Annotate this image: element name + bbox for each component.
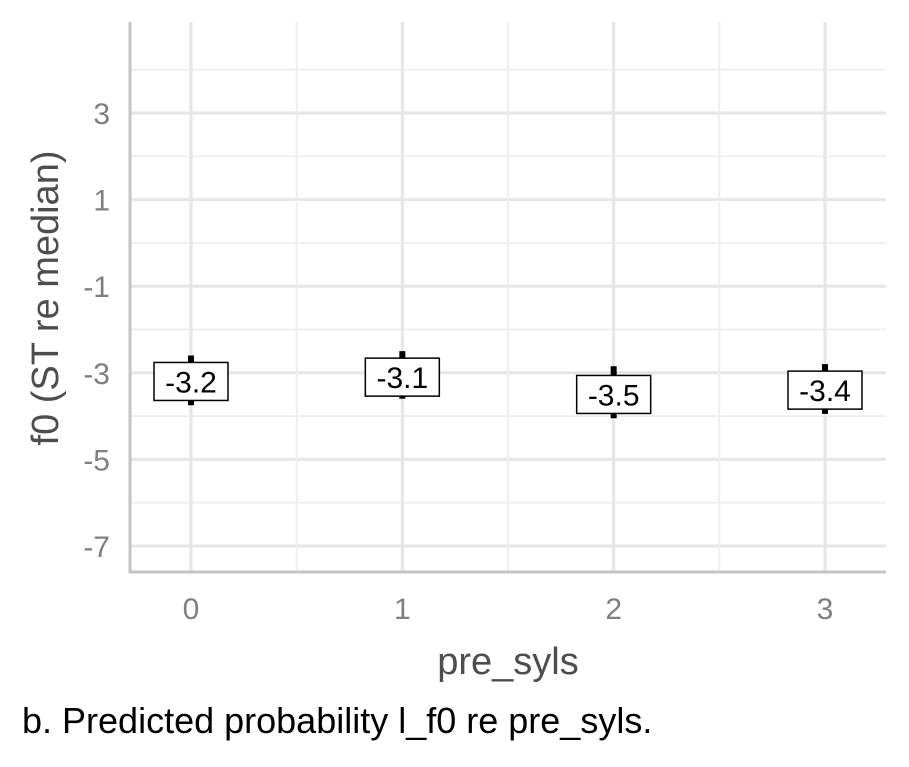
- grid-lines: [130, 22, 886, 572]
- data-label-box: [575, 374, 652, 415]
- data-label-box: [787, 370, 863, 410]
- data-marks: -3.2 -3.1 -3.5 -3.4: [153, 351, 863, 419]
- y-tick-label: 3: [93, 98, 110, 131]
- x-tick-label: 3: [817, 593, 834, 626]
- tick-labels: 3 1 -1 -3 -5 -7 0 1 2 3: [83, 98, 833, 626]
- data-label: -3.5: [588, 379, 640, 412]
- y-tick-label: 1: [93, 185, 110, 218]
- x-axis-title: pre_syls: [437, 641, 579, 683]
- figure-caption: b. Predicted probability l_f0 re pre_syl…: [22, 700, 653, 741]
- data-point: -3.5: [575, 366, 652, 419]
- y-tick-label: -1: [83, 271, 110, 304]
- data-label: -3.4: [799, 375, 851, 408]
- chart: 3 1 -1 -3 -5 -7 0 1 2 3 -3.2 -3.1 -3.5 -3.4 pre_syls…: [25, 22, 886, 683]
- axes: [128, 22, 886, 574]
- data-label-box: [364, 357, 441, 397]
- y-tick-label: -7: [83, 531, 110, 564]
- data-label-box: [153, 361, 229, 402]
- data-point: -3.1: [364, 351, 441, 399]
- x-tick-label: 1: [394, 593, 411, 626]
- x-tick-label: 0: [183, 593, 200, 626]
- data-label: -3.2: [165, 366, 217, 399]
- data-point: -3.4: [787, 364, 863, 414]
- data-point: -3.2: [153, 355, 229, 406]
- data-label: -3.1: [376, 362, 428, 395]
- y-tick-label: -5: [83, 444, 110, 477]
- y-tick-label: -3: [83, 358, 110, 391]
- y-axis-title: f0 (ST re median): [25, 151, 67, 446]
- x-tick-label: 2: [605, 593, 622, 626]
